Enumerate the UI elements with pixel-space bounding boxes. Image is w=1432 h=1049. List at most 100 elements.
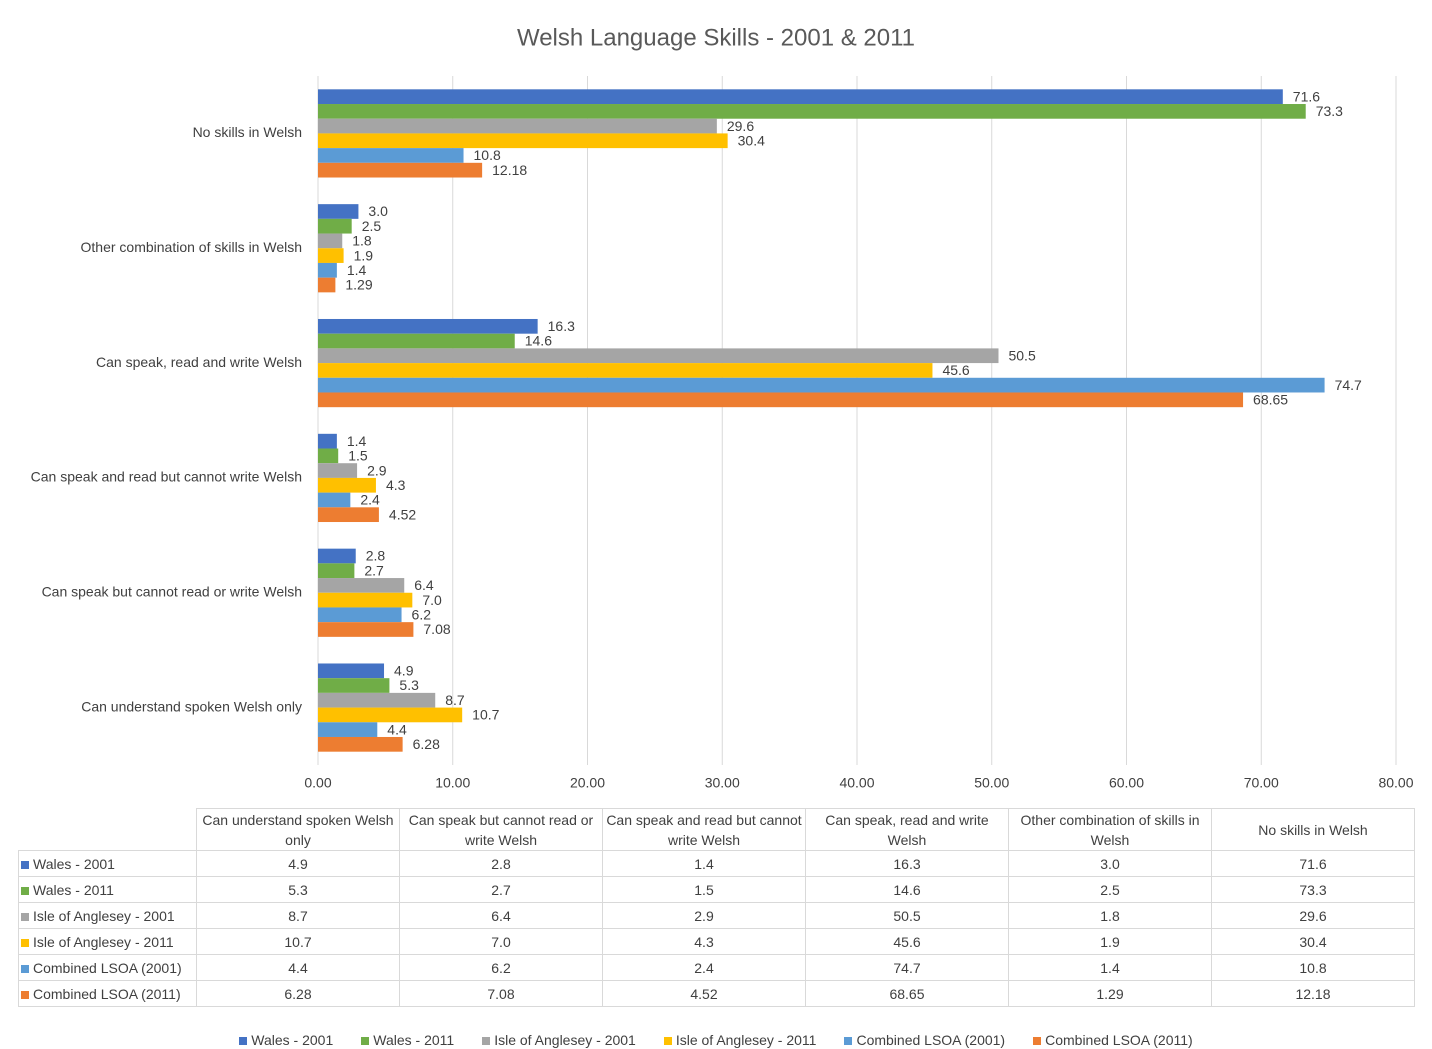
legend-key [239, 1037, 248, 1045]
data-label: 1.9 [354, 247, 374, 263]
table-cell: 1.4 [602, 850, 806, 877]
legend-item: Combined LSOA (2001) [844, 1032, 1005, 1048]
data-label: 1.5 [348, 448, 368, 464]
data-label: 30.4 [738, 132, 765, 148]
legend-label: Wales - 2001 [251, 1032, 334, 1048]
data-label: 2.4 [360, 492, 380, 508]
y-tick-label: No skills in Welsh [193, 124, 302, 140]
bar [318, 622, 414, 637]
table-cell: 73.3 [1211, 876, 1415, 903]
data-label: 1.4 [347, 262, 367, 278]
bar [318, 348, 999, 364]
data-label: 4.4 [387, 721, 407, 737]
bar [318, 492, 351, 508]
x-tick-label: 30.00 [705, 775, 740, 791]
data-label: 29.6 [727, 118, 754, 134]
row-header: Wales - 2001 [18, 850, 197, 877]
legend-label: Isle of Anglesey - 2001 [494, 1032, 636, 1048]
table-cell: 8.7 [196, 902, 400, 929]
table-cell: 6.2 [399, 954, 603, 981]
bar [318, 477, 376, 493]
data-label: 2.5 [362, 218, 382, 234]
column-header: Other combination of skills in Welsh [1008, 808, 1212, 851]
row-header: Combined LSOA (2001) [18, 954, 197, 981]
table-cell: 50.5 [805, 902, 1009, 929]
bar [318, 248, 344, 263]
header-row: Can understand spoken Welsh only Can spea… [18, 808, 1415, 851]
bar [318, 118, 717, 134]
y-tick-label: Can understand spoken Welsh only [81, 698, 302, 714]
table-cell: 7.08 [399, 980, 603, 1007]
table-cell: 7.0 [399, 928, 603, 955]
bar [318, 89, 1283, 105]
bar [318, 277, 336, 293]
table-cell: 4.4 [196, 954, 400, 981]
legend-item: Wales - 2001 [239, 1032, 333, 1048]
row-header: Combined LSOA (2011) [18, 980, 197, 1007]
legend-item: Combined LSOA (2011) [1033, 1032, 1193, 1048]
table-cell: 1.4 [1008, 954, 1212, 981]
data-label: 74.7 [1335, 377, 1362, 393]
data-row: Combined LSOA (2001) 4.4 6.2 2.4 74.7 1.4 10.8 [18, 954, 1415, 981]
legend-key [21, 860, 29, 869]
legend-key [482, 1037, 491, 1045]
column-header: Can speak and read but cannot write Wels… [602, 808, 806, 851]
table-cell: 12.18 [1211, 980, 1415, 1007]
bar [318, 392, 1244, 408]
data-label: 10.8 [474, 147, 501, 163]
data-label: 7.0 [422, 592, 442, 608]
x-tick-label: 60.00 [1109, 775, 1144, 791]
data-row: Isle of Anglesey - 2011 10.7 7.0 4.3 45.6 1.9… [18, 928, 1415, 955]
legend-label: Combined LSOA (2011) [1045, 1032, 1193, 1048]
bar [318, 507, 379, 523]
data-label: 4.3 [386, 477, 406, 493]
corner [18, 808, 197, 851]
bar [318, 318, 538, 334]
row-header: Isle of Anglesey - 2011 [18, 928, 197, 955]
data-label: 4.52 [389, 506, 416, 522]
data-label: 50.5 [1008, 347, 1035, 363]
bar [318, 578, 405, 593]
table-cell: 2.8 [399, 850, 603, 877]
table-cell: 16.3 [805, 850, 1009, 877]
y-tick-label: Can speak, read and write Welsh [96, 354, 302, 370]
legend-key [21, 964, 29, 973]
legend-item: Isle of Anglesey - 2011 [663, 1032, 816, 1048]
legend-label: Wales - 2011 [373, 1032, 455, 1048]
series-name: Isle of Anglesey - 2001 [33, 907, 175, 924]
bar [318, 133, 728, 149]
legend-key [1033, 1037, 1042, 1045]
legend-key [21, 912, 29, 921]
data-label: 16.3 [548, 318, 575, 334]
bar [318, 692, 436, 708]
data-row: Wales - 2011 5.3 2.7 1.5 14.6 2.5 73.3 [18, 876, 1415, 903]
bar [318, 548, 356, 564]
y-tick-label: Can speak and read but cannot write Wels… [31, 469, 302, 485]
bar [318, 707, 463, 723]
bar [318, 736, 403, 752]
bar [318, 363, 933, 378]
row-header: Wales - 2011 [18, 876, 197, 903]
table-cell: 1.5 [602, 876, 806, 903]
table-cell: 6.28 [196, 980, 400, 1007]
bar [318, 722, 378, 737]
legend-key [663, 1037, 672, 1045]
column-header: No skills in Welsh [1211, 808, 1415, 851]
data-label: 68.65 [1253, 392, 1288, 408]
data-label: 12.18 [492, 162, 527, 178]
table-cell: 14.6 [805, 876, 1009, 903]
table-cell: 5.3 [196, 876, 400, 903]
data-label: 5.3 [399, 677, 419, 693]
bar [318, 333, 515, 349]
y-tick-label: Other combination of skills in Welsh [81, 239, 303, 255]
bar [318, 233, 343, 249]
bar [318, 678, 390, 693]
data-label: 10.7 [472, 707, 499, 723]
bar [318, 204, 359, 219]
legend-item: Isle of Anglesey - 2001 [482, 1032, 636, 1048]
legend-key [21, 938, 29, 947]
table-cell: 30.4 [1211, 928, 1415, 955]
bar [318, 448, 339, 464]
data-label: 73.3 [1316, 103, 1343, 119]
